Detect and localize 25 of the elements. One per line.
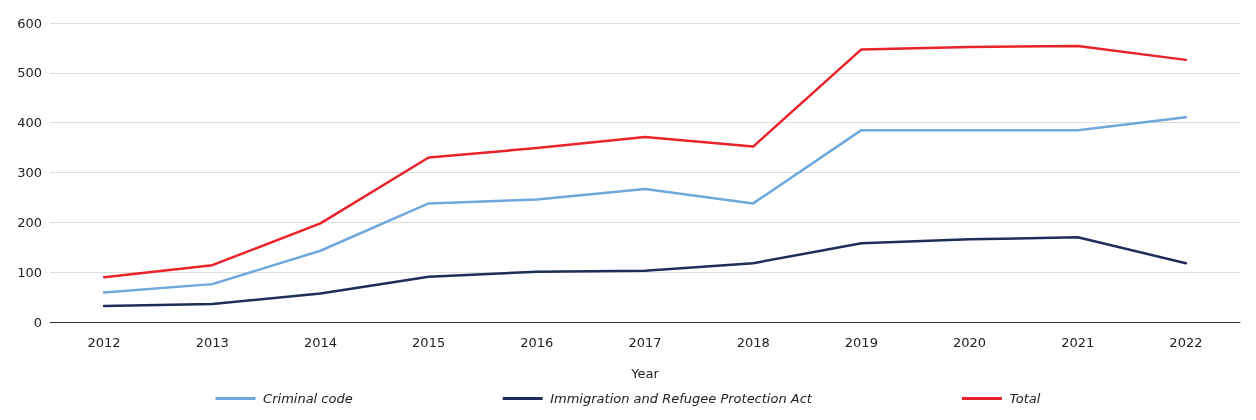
y-tick-label: 100 <box>17 264 42 280</box>
x-tick-label: 2019 <box>844 335 878 350</box>
y-tick-label: 0 <box>33 314 42 330</box>
legend-label: Immigration and Refugee Protection Act <box>550 391 813 406</box>
y-tick-label: 400 <box>17 115 42 131</box>
x-tick-label: 2013 <box>195 335 229 350</box>
y-tick-label: 200 <box>17 214 42 230</box>
x-tick-label: 2020 <box>953 335 987 350</box>
y-tick-label: 500 <box>17 65 42 81</box>
line-series <box>102 236 1188 308</box>
y-tick-label: 300 <box>17 165 42 180</box>
x-tick-label: 2012 <box>87 335 121 350</box>
legend-label: Criminal code <box>263 391 353 406</box>
x-tick-label: 2022 <box>1169 335 1203 350</box>
x-tick-label: 2014 <box>303 335 337 350</box>
line-series <box>102 44 1188 279</box>
line-series <box>102 115 1188 294</box>
x-tick-label: 2018 <box>736 335 770 350</box>
x-tick-label: 2016 <box>520 335 554 350</box>
x-axis-title: Year <box>630 366 660 381</box>
legend-label: Total <box>1009 391 1041 406</box>
x-tick-label: 2017 <box>628 335 662 350</box>
x-tick-label: 2021 <box>1061 335 1095 350</box>
y-tick-label: 600 <box>17 15 42 31</box>
x-tick-label: 2015 <box>412 335 446 350</box>
